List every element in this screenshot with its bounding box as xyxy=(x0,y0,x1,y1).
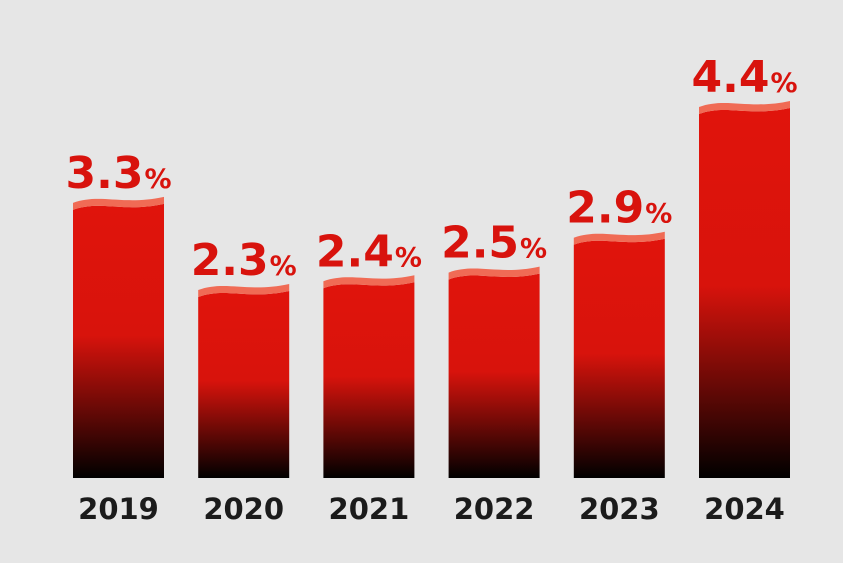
bar-2020 xyxy=(198,291,290,478)
bar-cap-2021 xyxy=(323,275,415,289)
value-label-2023: 2.9% xyxy=(566,183,672,234)
bar-2024 xyxy=(699,108,790,478)
x-tick-label-2020: 2020 xyxy=(203,492,284,526)
bar-cap-2024 xyxy=(699,101,790,114)
value-label-2022: 2.5% xyxy=(441,218,547,269)
value-label-2020: 2.3% xyxy=(191,235,297,286)
bar-2022 xyxy=(448,273,540,478)
bar-2019 xyxy=(73,203,164,478)
bar-cap-2023 xyxy=(573,231,665,245)
x-tick-label-2022: 2022 xyxy=(454,492,535,526)
bar-cap-2020 xyxy=(198,284,290,297)
value-label-2021: 2.4% xyxy=(316,226,422,277)
bars-layer xyxy=(73,101,790,478)
bar-cap-2019 xyxy=(73,196,164,210)
x-tick-label-2023: 2023 xyxy=(579,492,660,526)
value-label-2024: 4.4% xyxy=(691,52,797,103)
x-tick-label-2024: 2024 xyxy=(704,492,785,526)
bar-2023 xyxy=(573,238,665,478)
x-tick-label-2019: 2019 xyxy=(78,492,159,526)
bar-cap-2022 xyxy=(448,266,540,280)
value-label-2019: 3.3% xyxy=(65,148,171,199)
x-axis-labels: 2019 2020 2021 2022 2023 2024 xyxy=(78,492,785,526)
bar-2021 xyxy=(323,282,415,478)
labels-layer: 3.3% 2.3% 2.4% 2.5% 2.9% 4.4% xyxy=(65,52,797,286)
x-tick-label-2021: 2021 xyxy=(329,492,410,526)
